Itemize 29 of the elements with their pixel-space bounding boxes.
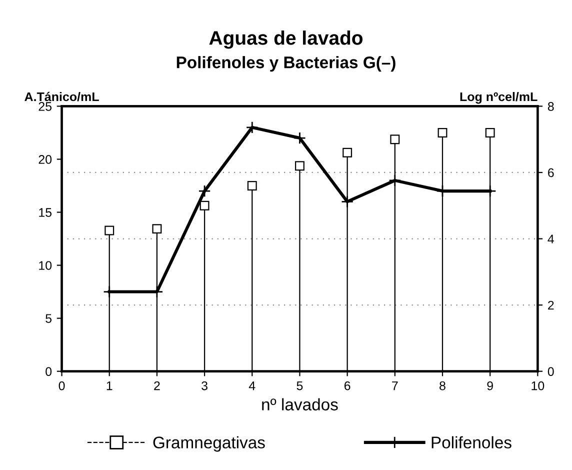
x-tick-label: 0: [58, 381, 65, 390]
x-tick-label: 10: [532, 381, 544, 390]
y2-axis-title: Log nºcel/mL: [460, 92, 538, 104]
x-tick-label: 2: [154, 381, 160, 390]
x-tick-label: 5: [296, 381, 303, 390]
y-tick-label: 5: [46, 314, 52, 323]
y-axis-title: A.Tánico/mL: [24, 92, 99, 102]
x-tick-label: 1: [106, 381, 112, 390]
y2-tick-label: 6: [548, 168, 554, 178]
y-tick-label: 15: [39, 208, 52, 217]
y2-tick-label: 2: [548, 300, 554, 310]
y-tick-label: 0: [46, 367, 52, 376]
x-tick-label: 3: [202, 381, 208, 390]
x-tick-label: 7: [392, 381, 398, 390]
y-tick-label: 20: [38, 155, 52, 164]
y2-tick-label: 8: [548, 102, 554, 111]
x-tick-label: 6: [344, 381, 350, 390]
y2-tick-label: 0: [548, 367, 554, 376]
y-tick-label: 10: [39, 261, 52, 270]
y2-tick-label: 4: [548, 234, 554, 244]
x-axis-title: nº lavados: [262, 398, 338, 410]
legend-label: Polifenoles: [432, 436, 512, 448]
chart-subtitle: Polifenoles y Bacterias G(–): [176, 56, 396, 72]
x-tick-label: 4: [248, 381, 256, 390]
x-tick-label: 8: [440, 381, 446, 390]
chart-title: Aguas de lavado: [209, 30, 363, 49]
legend-label: Gramnegativas: [153, 436, 265, 452]
x-tick-label: 9: [487, 381, 493, 390]
y-tick-label: 25: [38, 102, 52, 111]
